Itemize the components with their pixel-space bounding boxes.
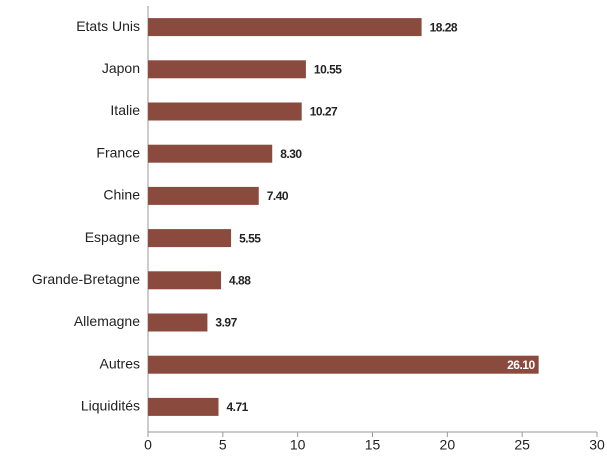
x-tick-label: 25 <box>514 437 530 453</box>
y-tick-label: Chine <box>103 187 140 203</box>
bar <box>148 60 306 79</box>
value-label: 18.28 <box>430 20 458 34</box>
bar <box>148 397 219 416</box>
bar <box>148 313 208 332</box>
bar <box>148 229 232 248</box>
bar <box>148 102 302 121</box>
value-label: 3.97 <box>215 316 237 330</box>
x-tick-label: 20 <box>440 437 456 453</box>
bar <box>148 144 273 163</box>
value-label: 10.55 <box>314 62 342 76</box>
value-label: 8.30 <box>280 147 302 161</box>
y-tick-label: Grande-Bretagne <box>32 271 140 287</box>
y-tick-label: Espagne <box>85 229 140 245</box>
value-label: 26.10 <box>507 358 535 372</box>
value-label: 7.40 <box>267 189 289 203</box>
y-tick-label: Japon <box>102 60 140 76</box>
value-label: 4.71 <box>226 400 248 414</box>
x-tick-label: 15 <box>365 437 381 453</box>
bar <box>148 355 539 374</box>
y-tick-label: Italie <box>110 102 140 118</box>
x-tick-label: 0 <box>144 437 152 453</box>
y-tick-label: Etats Unis <box>76 18 140 34</box>
value-label: 5.55 <box>239 231 261 245</box>
y-tick-label: France <box>96 144 140 160</box>
bar <box>148 271 222 290</box>
bar <box>148 18 422 37</box>
bar <box>148 186 259 205</box>
x-tick-label: 30 <box>589 437 605 453</box>
y-tick-label: Liquidités <box>81 398 140 414</box>
x-tick-label: 5 <box>219 437 227 453</box>
x-tick-label: 10 <box>290 437 306 453</box>
value-label: 4.88 <box>229 273 251 287</box>
y-tick-label: Autres <box>100 355 140 371</box>
value-label: 10.27 <box>310 105 338 119</box>
y-tick-label: Allemagne <box>74 313 140 329</box>
